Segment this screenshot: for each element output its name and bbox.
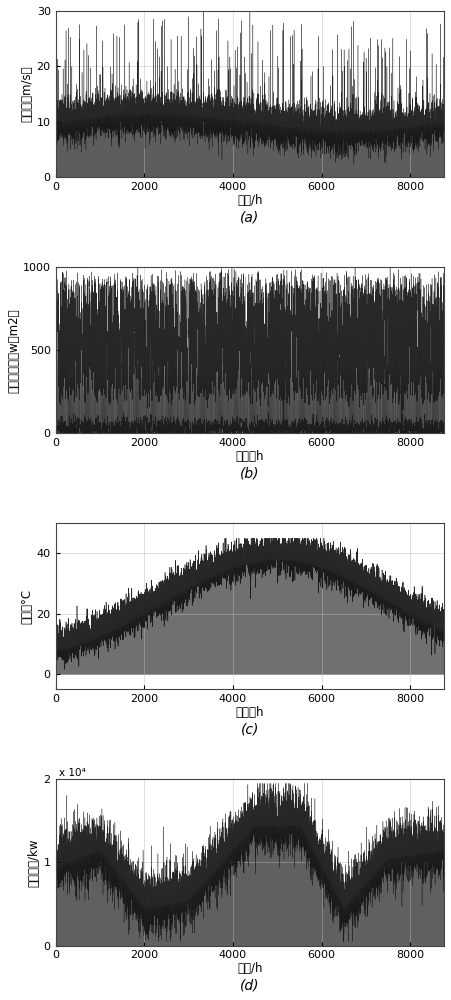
Y-axis label: 温度／°C: 温度／°C xyxy=(21,589,34,624)
Y-axis label: 光照强度／（w／m2）: 光照强度／（w／m2） xyxy=(7,308,20,393)
Text: (a): (a) xyxy=(240,211,259,225)
X-axis label: 时间/h: 时间/h xyxy=(237,194,262,207)
Text: (b): (b) xyxy=(240,467,260,481)
Text: (c): (c) xyxy=(241,723,259,737)
Text: x 10⁴: x 10⁴ xyxy=(60,768,86,778)
Y-axis label: 风速／（m/s）: 风速／（m/s） xyxy=(21,66,34,122)
Y-axis label: 负荷功率/kw: 负荷功率/kw xyxy=(28,838,41,887)
X-axis label: 时间／h: 时间／h xyxy=(235,706,264,719)
X-axis label: 时间/h: 时间/h xyxy=(237,962,262,975)
X-axis label: 时间／h: 时间／h xyxy=(235,450,264,463)
Text: (d): (d) xyxy=(240,979,260,993)
